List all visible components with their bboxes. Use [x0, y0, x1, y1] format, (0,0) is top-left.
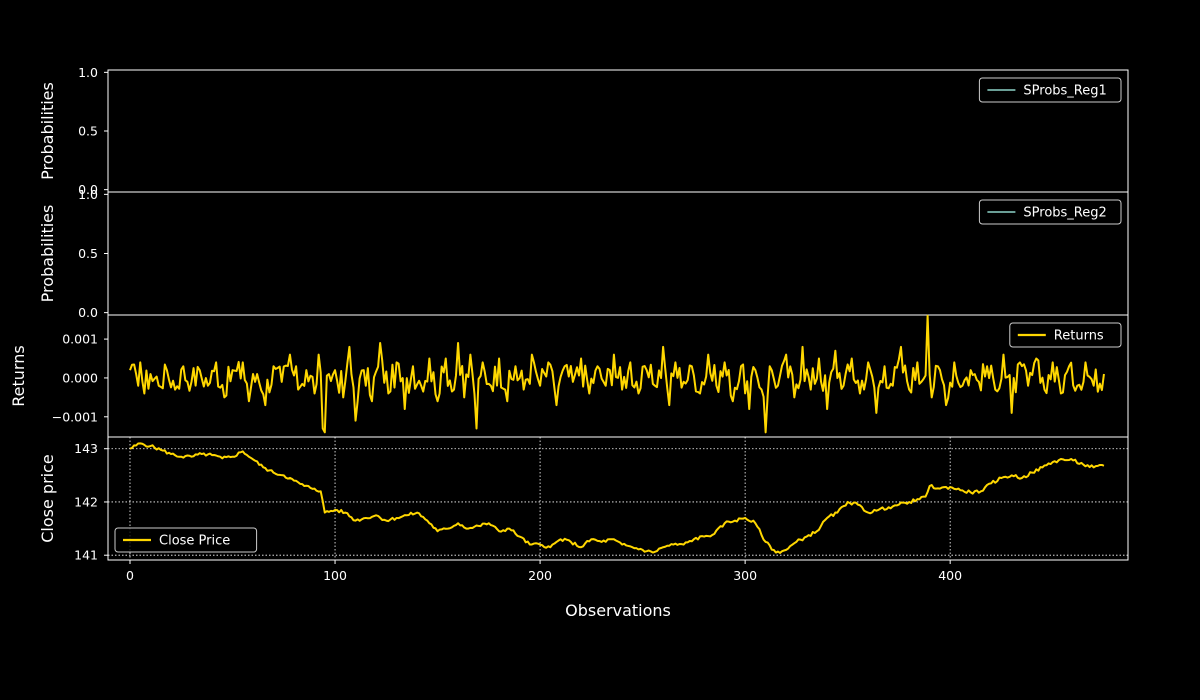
y-tick-label: 0.5: [78, 246, 98, 261]
y-axis-label: Returns: [9, 345, 28, 406]
panel-close-price: 143 142 141 Close price Close Price: [38, 436, 1129, 563]
y-tick-label: 0.0: [78, 182, 98, 197]
legend-label: SProbs_Reg1: [1023, 84, 1106, 99]
x-tick-label: 400: [938, 568, 962, 583]
legend-label: Returns: [1054, 329, 1104, 344]
y-tick-label: 142: [74, 494, 98, 509]
legend-label: Close Price: [159, 534, 230, 549]
y-tick-label: 0.5: [78, 124, 98, 139]
x-tick-label: 200: [528, 568, 552, 583]
y-axis-label: Probabilities: [38, 82, 57, 180]
panel-sprobs-reg1: 0.0 0.5 1.0 Probabilities SProbs_Reg1: [38, 65, 1129, 197]
legend-sprobs-reg2: SProbs_Reg2: [978, 199, 1122, 225]
legend-box: [978, 199, 1122, 225]
series-line-returns: [129, 314, 1105, 434]
x-axis-label: Observations: [565, 601, 671, 620]
legend-close-price: Close Price: [114, 527, 258, 553]
y-tick-label: 1.0: [78, 65, 98, 80]
y-tick-label: 0.000: [62, 370, 98, 385]
y-tick-label: 0.001: [62, 332, 98, 347]
x-tick-label: 0: [126, 568, 134, 583]
x-tick-label: 300: [733, 568, 757, 583]
y-tick-label: 141: [74, 548, 98, 563]
legend-label: SProbs_Reg2: [1023, 206, 1106, 221]
legend-box: [978, 77, 1122, 103]
legend-returns: Returns: [1009, 322, 1122, 348]
x-axis: 0 100 200 300 400: [126, 560, 962, 583]
legend-box: [114, 527, 258, 553]
legend-box: [1009, 322, 1122, 348]
y-tick-label: 1.0: [78, 187, 98, 202]
y-axis-label: Probabilities: [38, 205, 57, 303]
y-tick-label: 143: [74, 441, 98, 456]
panel-returns: 0.001 0.000 −0.001 Returns Returns: [9, 314, 1129, 438]
panels-group: 0.0 0.5 1.0 Probabilities SProbs_Reg1 0.0 0.5 1…: [9, 65, 1129, 583]
panel-sprobs-reg2: 0.0 0.5 1.0 Probabilities SProbs_Reg2: [38, 187, 1129, 320]
x-tick-label: 100: [323, 568, 347, 583]
y-tick-label: −0.001: [52, 409, 98, 424]
panel-frame: [107, 436, 1129, 561]
y-tick-label: 0.0: [78, 305, 98, 320]
y-axis-label: Close price: [38, 454, 57, 543]
series-line-close-price: [129, 442, 1105, 554]
legend-sprobs-reg1: SProbs_Reg1: [978, 77, 1122, 103]
